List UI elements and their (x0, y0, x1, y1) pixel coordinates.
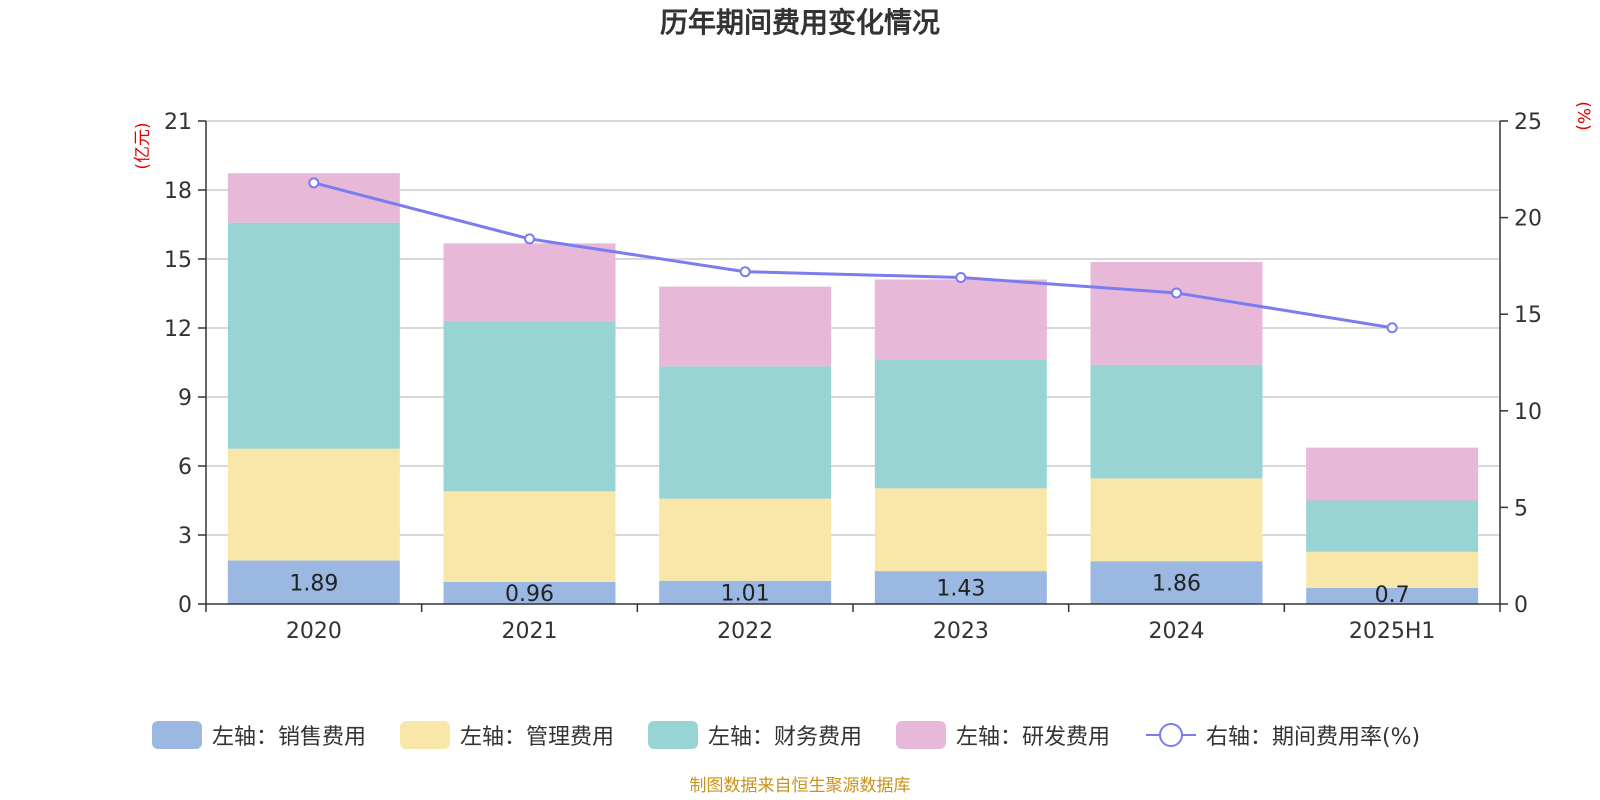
bar-segment-3[interactable] (443, 321, 616, 492)
legend-label[interactable]: 左轴：销售费用 (212, 725, 366, 750)
bar-value-label: 0.7 (1375, 583, 1410, 608)
bar-segment-3[interactable] (227, 222, 400, 449)
right-tick-label: 20 (1514, 207, 1542, 232)
legend-swatch[interactable] (152, 721, 202, 749)
right-axis-unit: (%) (1573, 101, 1593, 130)
bar-segment-4[interactable] (659, 286, 832, 367)
bar-value-label: 1.89 (289, 571, 338, 596)
left-tick-label: 15 (164, 248, 192, 273)
left-axis-unit: (亿元) (133, 122, 153, 169)
x-tick-label: 2025H1 (1349, 619, 1436, 644)
axes: 0 3 6 9 12 15 18 21 0 5 10 15 20 25 2020 2021 2022 2023 20… (164, 110, 1542, 644)
bar-segment-4[interactable] (874, 279, 1047, 360)
bar-segment-2[interactable] (1306, 551, 1479, 588)
bar-segment-2[interactable] (227, 448, 400, 561)
bar-segment-1[interactable] (1090, 561, 1263, 604)
right-tick-label: 0 (1514, 593, 1528, 618)
data-source-note: 制图数据来自恒生聚源数据库 (690, 776, 911, 796)
bar-value-label: 0.96 (505, 582, 554, 607)
rate-point[interactable] (739, 266, 751, 278)
left-tick-label: 21 (164, 110, 192, 135)
legend-swatch[interactable] (648, 721, 698, 749)
rate-point[interactable] (524, 233, 535, 245)
legend-label[interactable]: 左轴：财务费用 (708, 725, 862, 750)
x-tick-label: 2023 (933, 619, 989, 644)
bar-segment-4[interactable] (1090, 261, 1263, 365)
chart-title: 历年期间费用变化情况 (660, 6, 940, 39)
right-tick-label: 25 (1514, 110, 1542, 135)
bar-segment-3[interactable] (874, 359, 1047, 489)
left-tick-label: 18 (164, 179, 192, 204)
x-tick-label: 2022 (717, 619, 773, 644)
bar-value-label: 1.43 (936, 577, 985, 602)
grid-lines (206, 120, 1500, 536)
expense-rate-line (308, 177, 1398, 334)
rate-point[interactable] (955, 271, 967, 283)
x-tick-label: 2020 (286, 619, 342, 644)
bar-segment-2[interactable] (874, 488, 1047, 572)
bar-segment-1[interactable] (1306, 587, 1479, 604)
right-tick-label: 15 (1514, 303, 1542, 328)
bar-segment-2[interactable] (1090, 478, 1263, 562)
bar-segment-1[interactable] (874, 571, 1047, 604)
bar-series (227, 173, 1479, 604)
rate-point[interactable] (1171, 287, 1182, 299)
x-tick-label: 2024 (1149, 619, 1205, 644)
legend-swatch[interactable] (896, 721, 946, 749)
bar-segment-1[interactable] (227, 560, 400, 604)
rate-point[interactable] (1386, 322, 1398, 334)
legend-label[interactable]: 右轴：期间费用率(%) (1206, 725, 1420, 750)
bar-segment-4[interactable] (1306, 447, 1479, 501)
legend[interactable]: 左轴：销售费用 左轴：管理费用 左轴：财务费用 左轴：研发费用 右轴：期间费用率(%) (152, 721, 1420, 750)
bar-segment-3[interactable] (659, 366, 832, 499)
legend-label[interactable]: 左轴：管理费用 (460, 725, 614, 750)
bar-segment-2[interactable] (443, 491, 616, 582)
rate-point[interactable] (308, 177, 320, 189)
legend-swatch[interactable] (400, 721, 450, 749)
bar-segment-2[interactable] (659, 498, 832, 581)
bar-value-label: 1.86 (1152, 572, 1201, 597)
bar-segment-3[interactable] (1090, 364, 1263, 479)
data-labels: 1.89 0.96 1.01 1.43 1.86 0.7 (289, 571, 1409, 608)
bar-segment-1[interactable] (659, 580, 832, 604)
bar-segment-4[interactable] (443, 243, 616, 322)
left-tick-label: 6 (178, 455, 192, 480)
left-tick-label: 9 (178, 386, 192, 411)
right-tick-label: 10 (1514, 400, 1542, 425)
left-tick-label: 12 (164, 317, 192, 342)
bar-segment-1[interactable] (443, 581, 616, 604)
rate-line-path (313, 181, 1393, 330)
left-tick-label: 3 (178, 524, 192, 549)
legend-marker[interactable] (1159, 723, 1183, 747)
x-tick-label: 2021 (502, 619, 558, 644)
legend-label[interactable]: 左轴：研发费用 (956, 725, 1110, 750)
left-tick-label: 0 (178, 593, 192, 618)
bar-value-label: 1.01 (721, 581, 770, 606)
bar-segment-3[interactable] (1306, 500, 1479, 552)
right-tick-label: 5 (1514, 496, 1528, 521)
